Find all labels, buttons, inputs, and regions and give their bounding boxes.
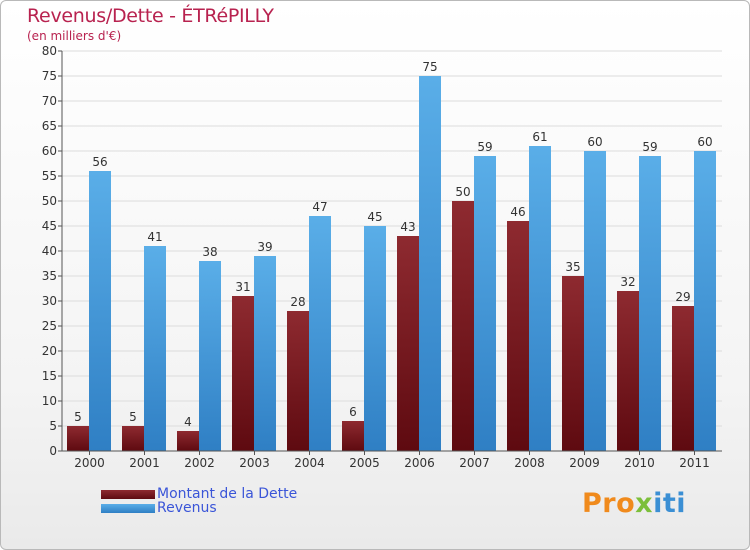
data-label-revenus: 61 [532,130,547,144]
y-tick-label: 10 [42,394,57,408]
y-tick-label: 5 [49,419,57,433]
data-label-dette: 43 [400,220,415,234]
bar-dette [177,431,199,451]
bar-revenus [144,246,166,451]
grid-lines [62,50,722,427]
data-label-revenus: 60 [697,135,712,149]
x-tick-label: 2009 [569,456,600,470]
bar-dette [232,296,254,451]
data-label-dette: 29 [675,290,690,304]
x-tick-label: 2010 [624,456,655,470]
data-label-dette: 6 [349,405,357,419]
bar-dette [507,221,529,451]
data-label-dette: 5 [129,410,137,424]
bar-dette [562,276,584,451]
bar-revenus [89,171,111,451]
data-label-dette: 4 [184,415,192,429]
bar-revenus [254,256,276,451]
proxiti-logo: Proxiti [582,488,686,519]
data-label-revenus: 75 [422,60,437,74]
bar-dette [287,311,309,451]
legend-label-dette: Montant de la Dette [157,486,298,502]
y-tick-label: 55 [42,169,57,183]
bar-revenus [694,151,716,451]
y-tick-label: 45 [42,219,57,233]
bar-revenus [529,146,551,451]
y-tick-label: 70 [42,94,57,108]
data-label-revenus: 60 [587,135,602,149]
bar-revenus [474,156,496,451]
y-tick-label: 0 [49,444,57,458]
data-label-dette: 35 [565,260,580,274]
x-tick-label: 2001 [129,456,160,470]
y-tick-label: 25 [42,319,57,333]
data-label-revenus: 41 [147,230,162,244]
data-label-dette: 32 [620,275,635,289]
x-tick-label: 2011 [679,456,710,470]
bar-revenus [639,156,661,451]
y-tick-label: 60 [42,144,57,158]
bar-dette [342,421,364,451]
bar-dette [122,426,144,451]
legend-swatch-revenus [101,504,155,513]
y-tick-label: 15 [42,369,57,383]
y-tick-label: 35 [42,269,57,283]
y-tick-label: 30 [42,294,57,308]
bar-revenus [584,151,606,451]
data-label-revenus: 59 [477,140,492,154]
chart-title: Revenus/Dette - ÉTRéPILLY [27,5,274,27]
bar-dette [617,291,639,451]
x-tick-label: 2002 [184,456,215,470]
bar-dette [397,236,419,451]
y-tick-label: 75 [42,69,57,83]
bar-revenus [309,216,331,451]
x-tick-label: 2000 [74,456,105,470]
y-tick-label: 80 [42,44,57,58]
data-label-revenus: 59 [642,140,657,154]
data-label-revenus: 45 [367,210,382,224]
labels: 5 56 5 41 4 38 31 39 28 47 6 45 43 75 50 59 46 61 35 60 32 59… [74,60,712,429]
bar-dette [67,426,89,451]
y-tick-label: 40 [42,244,57,258]
legend-swatch-dette [101,490,155,499]
data-label-dette: 5 [74,410,82,424]
x-tick-label: 2006 [404,456,435,470]
x-tick-label: 2003 [239,456,270,470]
data-label-revenus: 39 [257,240,272,254]
y-tick-label: 50 [42,194,57,208]
x-tick-label: 2007 [459,456,490,470]
y-tick-label: 65 [42,119,57,133]
bar-revenus [199,261,221,451]
x-tick-label: 2004 [294,456,325,470]
bar-dette [452,201,474,451]
legend-label-revenus: Revenus [157,500,217,516]
x-tick-label: 2008 [514,456,545,470]
data-label-revenus: 38 [202,245,217,259]
bar-dette [672,306,694,451]
bar-revenus [364,226,386,451]
data-label-dette: 50 [455,185,470,199]
data-label-revenus: 56 [92,155,107,169]
bars [67,76,716,451]
x-tick-label: 2005 [349,456,380,470]
bar-revenus [419,76,441,451]
data-label-dette: 28 [290,295,305,309]
data-label-dette: 31 [235,280,250,294]
data-label-dette: 46 [510,205,525,219]
y-tick-label: 20 [42,344,57,358]
data-label-revenus: 47 [312,200,327,214]
chart-subtitle: (en milliers d'€) [27,29,122,43]
